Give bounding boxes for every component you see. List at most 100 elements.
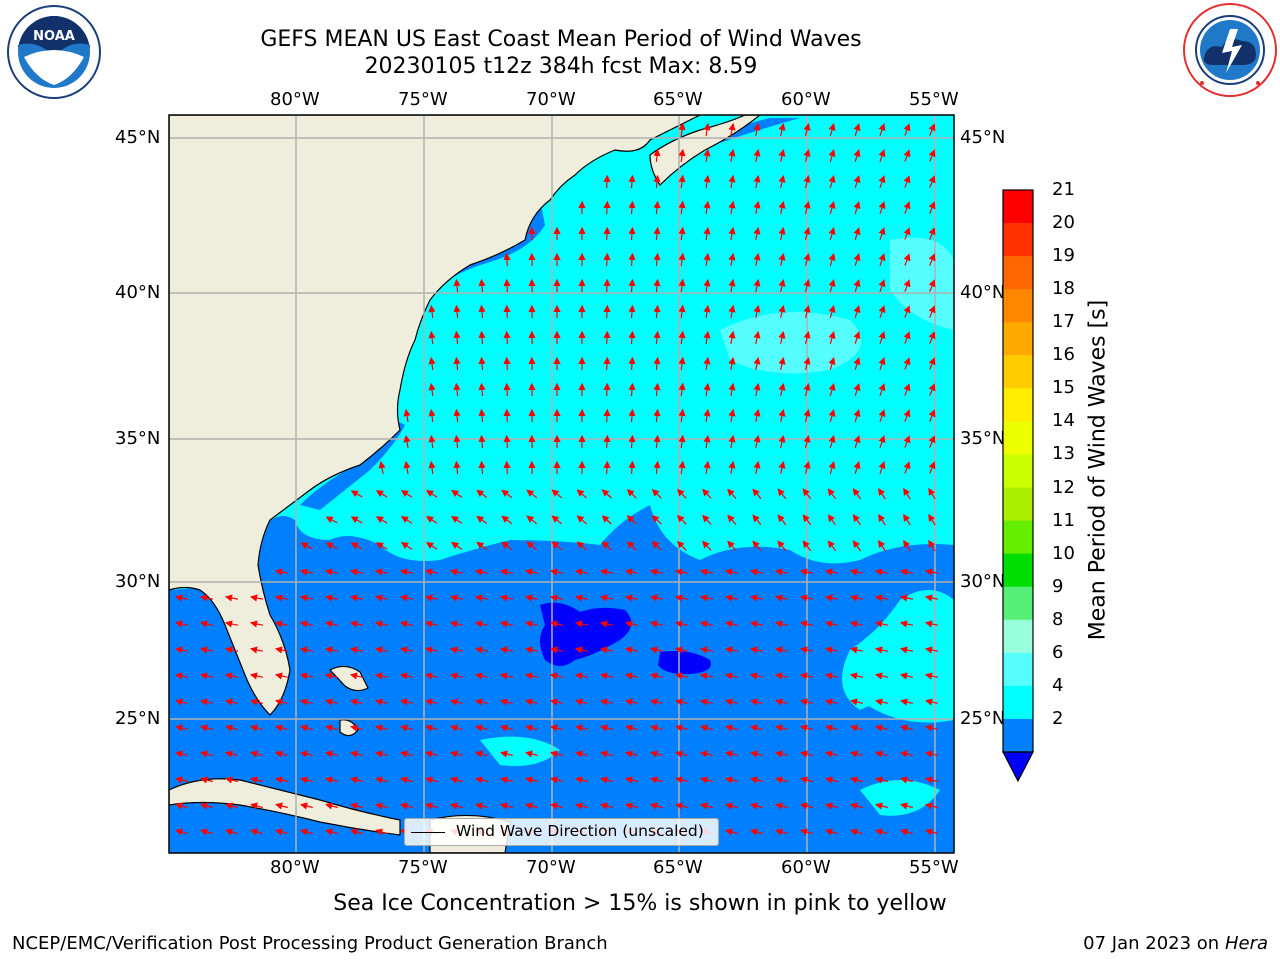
colorbar-segment	[1003, 256, 1033, 290]
wind-wave-arrow	[903, 409, 911, 422]
wind-wave-arrow	[375, 776, 388, 784]
colorbar-tick-label: 11	[1052, 509, 1075, 531]
wind-wave-arrow	[575, 776, 588, 784]
wind-wave-arrow	[828, 331, 836, 344]
wind-wave-arrow	[525, 776, 538, 784]
wind-wave-arrow	[399, 568, 414, 576]
wind-wave-arrow	[349, 594, 364, 602]
wind-wave-arrow	[753, 382, 761, 397]
wind-wave-arrow	[400, 776, 413, 784]
wind-wave-arrow	[928, 513, 936, 526]
wind-wave-arrow	[601, 541, 612, 551]
wind-wave-arrow	[878, 539, 886, 552]
wind-wave-arrow	[928, 175, 936, 188]
wind-wave-arrow	[199, 594, 214, 602]
wind-wave-arrow	[878, 331, 886, 344]
wind-wave-arrow	[450, 750, 463, 758]
wind-wave-arrow	[900, 828, 913, 836]
wind-wave-arrow	[803, 383, 811, 396]
wind-wave-arrow	[678, 174, 686, 189]
wind-wave-arrow	[249, 672, 264, 680]
wind-wave-arrow	[749, 594, 764, 602]
wind-wave-arrow	[703, 460, 711, 474]
wind-wave-arrow	[628, 408, 636, 423]
wind-wave-arrow	[928, 227, 936, 240]
wind-wave-arrow	[853, 279, 861, 292]
svg-text:NOAA: NOAA	[33, 29, 75, 44]
lon-label-bottom-75w: 75°W	[398, 857, 448, 878]
map-legend: Wind Wave Direction (unscaled)	[404, 818, 719, 846]
wind-wave-arrow	[324, 646, 339, 654]
wind-wave-arrow	[628, 434, 636, 449]
wind-wave-arrow	[299, 646, 314, 654]
wind-wave-arrow	[799, 594, 814, 602]
wind-wave-arrow	[574, 646, 589, 654]
wind-wave-arrow	[774, 568, 789, 576]
wind-wave-arrow	[703, 278, 711, 292]
wind-wave-arrow	[349, 672, 364, 680]
wind-wave-arrow	[549, 672, 564, 680]
wind-wave-arrow	[828, 201, 836, 214]
wind-wave-arrow	[878, 435, 886, 448]
wind-wave-arrow	[800, 828, 813, 836]
colorbar-tick-label: 2	[1052, 707, 1064, 729]
wind-wave-arrow	[849, 672, 864, 680]
wind-wave-arrow	[850, 828, 863, 836]
wind-wave-arrow	[474, 646, 489, 654]
wind-wave-arrow	[400, 750, 413, 758]
wind-wave-arrow	[225, 828, 238, 836]
lat-label-left-45n: 45°N	[115, 127, 161, 148]
wind-wave-arrow	[728, 382, 736, 397]
wind-wave-arrow	[827, 540, 837, 552]
wind-wave-arrow	[603, 434, 611, 449]
wind-wave-arrow	[828, 357, 836, 370]
wind-wave-arrow	[752, 488, 762, 499]
wind-wave-arrow	[853, 383, 861, 396]
wind-wave-arrow	[400, 542, 413, 550]
wind-wave-arrow	[928, 331, 936, 344]
wind-wave-arrow	[728, 434, 736, 449]
wind-wave-arrow	[599, 646, 614, 654]
wind-wave-arrow	[828, 461, 836, 474]
colorbar-tick-label: 6	[1052, 641, 1064, 663]
lon-label-bottom-80w: 80°W	[270, 857, 320, 878]
wind-wave-arrow	[727, 540, 737, 551]
colorbar-tick-label: 20	[1052, 212, 1075, 234]
wind-wave-arrow	[625, 698, 638, 706]
wind-wave-arrow	[749, 620, 764, 628]
wind-wave-arrow	[799, 568, 814, 576]
wind-wave-arrow	[453, 434, 461, 449]
wind-wave-arrow	[500, 750, 513, 758]
wind-wave-arrow	[874, 646, 889, 654]
wind-wave-arrow	[649, 672, 664, 680]
wind-wave-arrow	[653, 356, 661, 371]
colorbar-tick-label: 21	[1052, 179, 1075, 200]
noaa-logo: NOAA	[7, 5, 101, 99]
colorbar-segment	[1003, 454, 1033, 489]
wind-wave-arrow	[324, 672, 339, 680]
wind-wave-arrow	[375, 516, 388, 524]
wind-wave-arrow	[403, 408, 411, 423]
wind-wave-arrow	[628, 382, 636, 397]
wind-wave-arrow	[478, 434, 486, 449]
wind-wave-arrow	[853, 201, 861, 214]
wind-wave-arrow	[424, 646, 439, 654]
wind-wave-arrow	[928, 253, 936, 266]
wind-wave-arrow	[628, 278, 636, 293]
wind-wave-arrow	[475, 698, 488, 706]
wind-wave-arrow	[453, 460, 461, 475]
wind-wave-arrow	[250, 750, 263, 758]
wind-wave-arrow	[574, 620, 589, 628]
wind-wave-arrow	[878, 253, 886, 266]
wind-wave-arrow	[575, 698, 588, 706]
wind-wave-arrow	[903, 175, 911, 188]
wind-wave-arrow	[549, 620, 564, 628]
wind-wave-arrow	[850, 724, 863, 732]
wind-wave-arrow	[374, 594, 389, 602]
lat-label-left-25n: 25°N	[115, 708, 161, 729]
wind-wave-arrow	[400, 516, 413, 524]
wind-wave-arrow	[676, 488, 687, 499]
wind-wave-arrow	[274, 646, 289, 654]
wind-wave-arrow	[324, 594, 339, 602]
wind-wave-arrow	[850, 698, 863, 706]
